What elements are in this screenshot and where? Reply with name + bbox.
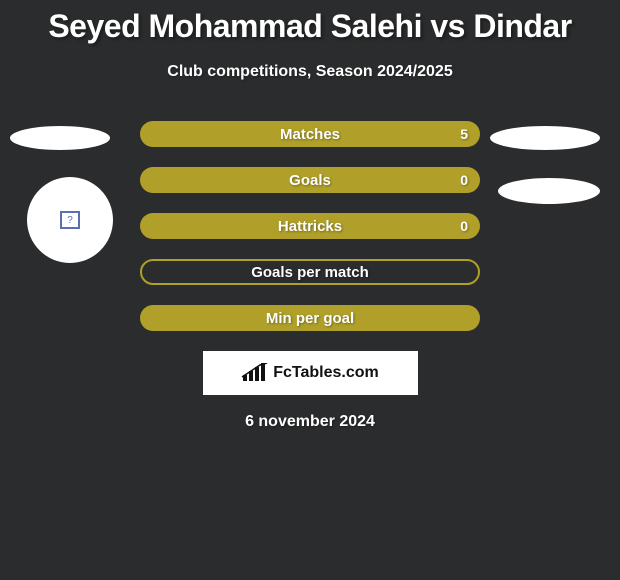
stat-label: Goals per match: [251, 264, 369, 281]
stat-value: 0: [460, 172, 468, 188]
stats-bars: Matches 5 Goals 0 Hattricks 0 Goals per match M…: [140, 121, 480, 331]
date-label: 6 november 2024: [0, 413, 620, 431]
stat-bar: Min per goal: [140, 305, 480, 331]
avatar: ?: [27, 177, 113, 263]
stat-bar: Hattricks 0: [140, 213, 480, 239]
stat-label: Min per goal: [266, 310, 354, 327]
decoration-ellipse-mid-right: [498, 178, 600, 204]
avatar-placeholder-icon: ?: [60, 211, 80, 229]
stat-value: 0: [460, 218, 468, 234]
stat-bar: Goals per match: [140, 259, 480, 285]
brand-chart-icon: [241, 363, 269, 383]
page-title: Seyed Mohammad Salehi vs Dindar: [0, 0, 620, 45]
stat-bar: Matches 5: [140, 121, 480, 147]
stat-label: Hattricks: [278, 218, 342, 235]
brand-box: FcTables.com: [203, 351, 418, 395]
decoration-ellipse-top-left: [10, 126, 110, 150]
stat-label: Matches: [280, 126, 340, 143]
stat-value: 5: [460, 126, 468, 142]
stat-label: Goals: [289, 172, 331, 189]
page-subtitle: Club competitions, Season 2024/2025: [0, 63, 620, 81]
stat-bar: Goals 0: [140, 167, 480, 193]
brand-text: FcTables.com: [273, 364, 379, 382]
decoration-ellipse-top-right: [490, 126, 600, 150]
